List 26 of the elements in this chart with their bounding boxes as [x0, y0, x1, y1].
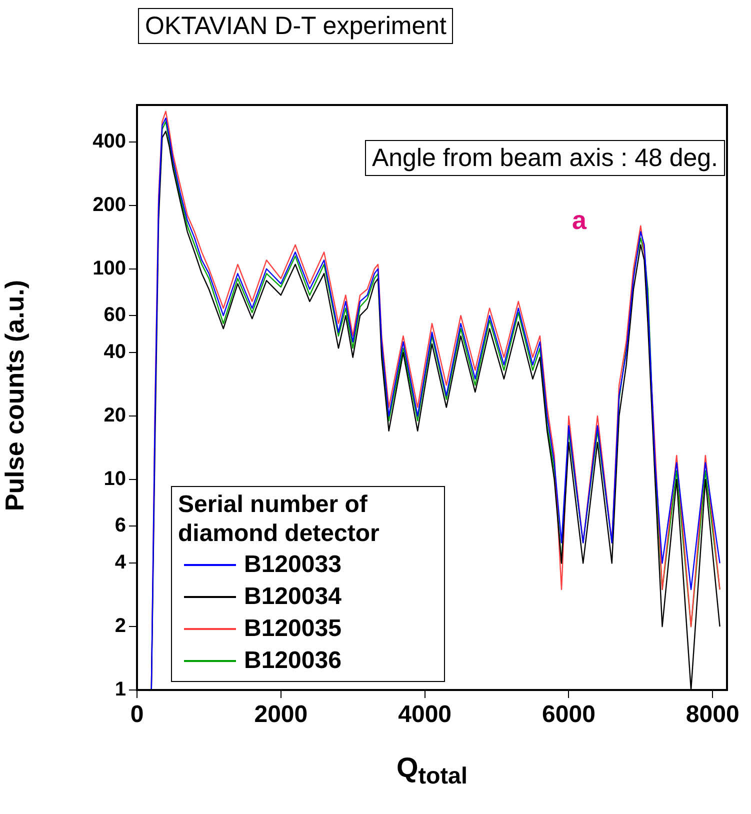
- annotation: a: [572, 205, 586, 236]
- y-tick-label: 40: [104, 341, 126, 364]
- x-tick-label: 8000: [686, 701, 740, 728]
- legend-label: B120034: [244, 582, 342, 611]
- y-tick-label: 200: [92, 194, 126, 216]
- y-tick-label: 4: [114, 552, 127, 574]
- y-tick-label: 20: [104, 404, 126, 427]
- x-axis-title: Q$_{total}$: [395, 752, 469, 790]
- legend-label: B120036: [244, 646, 342, 675]
- x-tick-label: 2000: [254, 701, 308, 728]
- annotation: Angle from beam axis : 48 deg.: [364, 140, 725, 176]
- legend-title: Serial number of diamond detector: [178, 491, 380, 549]
- y-tick-label: 1: [114, 678, 126, 701]
- x-tick-label: 6000: [542, 701, 596, 728]
- legend-label: B120033: [244, 550, 342, 579]
- y-tick-label: 100: [92, 257, 126, 280]
- y-tick-label: 2: [114, 615, 126, 638]
- x-tick-label: 0: [130, 701, 144, 728]
- x-tick-label: 4000: [398, 701, 452, 728]
- chart-title: OKTAVIAN D-T experiment: [138, 8, 454, 44]
- y-tick-label: 60: [104, 304, 126, 326]
- y-tick-label: 400: [92, 130, 126, 153]
- legend-label: B120035: [244, 614, 342, 643]
- y-tick-label: 6: [114, 514, 126, 537]
- y-tick-label: 10: [104, 468, 126, 490]
- y-axis-title: Pulse counts (a.u.): [0, 278, 30, 514]
